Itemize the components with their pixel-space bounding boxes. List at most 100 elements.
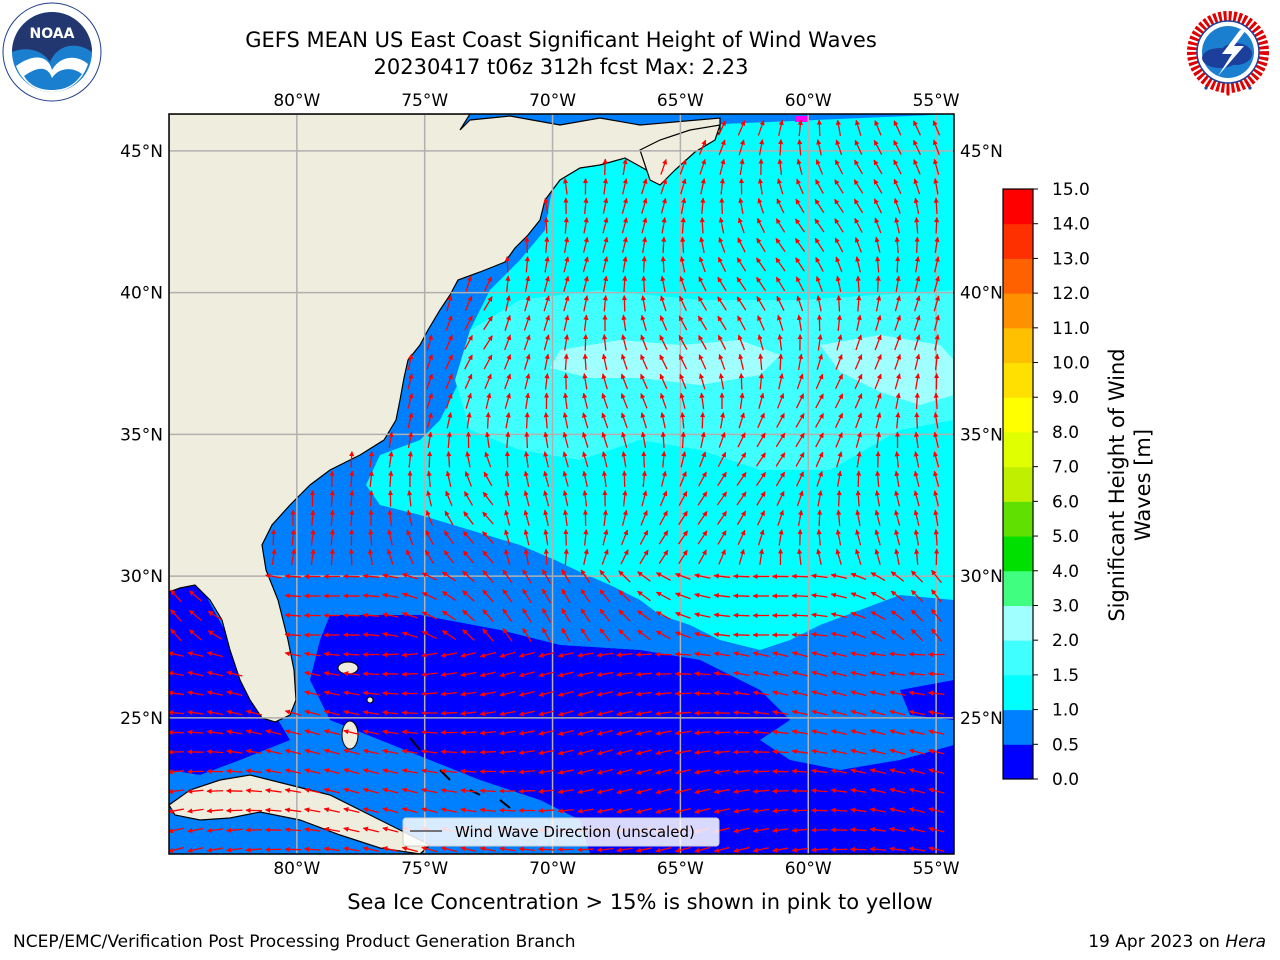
wind-wave-arrow <box>343 787 360 794</box>
wind-wave-arrow <box>736 510 747 526</box>
wind-wave-arrow <box>440 768 458 774</box>
wind-wave-arrow <box>601 412 609 429</box>
wind-wave-arrow <box>889 651 906 657</box>
wind-wave-arrow <box>622 158 628 175</box>
wind-wave-arrow <box>170 589 182 603</box>
wind-wave-arrow <box>543 509 549 526</box>
wind-wave-arrow <box>440 652 457 658</box>
colorbar-tick-label: 13.0 <box>1052 249 1090 269</box>
wind-wave-arrow <box>913 431 920 449</box>
wind-wave-arrow <box>889 729 906 736</box>
wind-wave-arrow <box>713 632 731 638</box>
wind-wave-arrow <box>557 671 574 678</box>
wind-wave-arrow <box>679 392 686 409</box>
nws-logo <box>1180 4 1276 100</box>
wind-wave-arrow <box>834 159 844 175</box>
wind-wave-arrow <box>504 509 511 526</box>
wind-wave-arrow <box>659 510 668 526</box>
wind-wave-arrow <box>674 846 691 853</box>
wind-wave-arrow <box>406 509 413 526</box>
wind-wave-arrow <box>850 690 867 697</box>
wind-wave-arrow <box>699 392 705 410</box>
wind-wave-arrow <box>446 412 453 429</box>
wind-wave-arrow <box>524 295 531 312</box>
wind-wave-arrow <box>169 690 185 696</box>
wind-wave-arrow <box>618 628 631 642</box>
wind-wave-arrow <box>381 652 399 658</box>
wind-wave-arrow <box>640 373 648 390</box>
wind-wave-arrow <box>811 709 828 716</box>
wind-wave-arrow <box>635 768 652 775</box>
wind-wave-arrow <box>169 710 185 716</box>
wind-wave-arrow <box>524 275 531 292</box>
wind-wave-arrow <box>641 236 648 253</box>
wind-wave-arrow <box>756 510 766 526</box>
wind-wave-arrow <box>479 691 496 697</box>
wind-wave-arrow <box>713 690 731 696</box>
wind-wave-arrow <box>814 198 825 214</box>
wind-wave-arrow <box>816 119 822 137</box>
colorbar-title-line2: Waves [m] <box>1131 429 1155 541</box>
wind-wave-arrow <box>908 709 925 716</box>
wind-wave-arrow <box>446 450 452 468</box>
colorbar-tick-label: 7.0 <box>1052 458 1079 478</box>
map-legend: Wind Wave Direction (unscaled) <box>402 817 720 847</box>
wind-wave-arrow <box>637 571 651 582</box>
wind-wave-arrow <box>504 529 511 546</box>
wind-wave-arrow <box>543 197 549 215</box>
wind-wave-arrow <box>562 178 569 195</box>
wind-wave-arrow <box>543 216 549 234</box>
wind-wave-arrow <box>265 768 282 774</box>
wind-wave-arrow <box>502 589 513 603</box>
wind-wave-arrow <box>635 671 653 677</box>
wind-wave-arrow <box>226 670 243 677</box>
wind-wave-arrow <box>674 769 691 775</box>
wind-wave-arrow <box>538 749 555 756</box>
wind-wave-arrow <box>483 471 493 487</box>
wind-wave-arrow <box>756 296 766 311</box>
wind-wave-arrow <box>407 373 414 390</box>
wind-wave-arrow <box>310 509 316 527</box>
colorbar-tick-label: 4.0 <box>1052 562 1079 582</box>
wind-wave-arrow <box>869 690 886 696</box>
wind-wave-arrow <box>677 530 689 545</box>
wind-wave-arrow <box>889 807 906 813</box>
wind-wave-arrow <box>562 470 569 487</box>
wind-wave-arrow <box>367 548 374 565</box>
wind-wave-arrow <box>931 569 942 584</box>
wind-wave-arrow <box>908 748 925 755</box>
wind-wave-arrow <box>583 217 589 234</box>
wind-wave-arrow <box>811 632 828 638</box>
wind-wave-arrow <box>602 256 609 273</box>
wind-wave-arrow <box>738 197 744 214</box>
wind-wave-arrow <box>459 730 477 736</box>
wind-wave-arrow <box>407 490 413 507</box>
wind-wave-arrow <box>443 550 455 564</box>
wind-wave-arrow <box>387 548 394 565</box>
wind-wave-arrow <box>620 393 629 409</box>
wind-wave-arrow <box>697 510 708 525</box>
wind-wave-arrow <box>894 490 901 507</box>
wind-wave-arrow <box>796 373 804 390</box>
wind-wave-arrow <box>655 730 672 736</box>
wind-wave-arrow <box>602 236 609 253</box>
wind-wave-arrow <box>660 158 668 175</box>
wind-wave-arrow <box>561 569 571 584</box>
wind-wave-arrow <box>933 412 939 429</box>
lon-tick-label-top: 55°W <box>913 91 960 111</box>
wind-wave-arrow <box>583 333 589 351</box>
wind-wave-arrow <box>170 609 182 622</box>
wind-wave-arrow <box>733 670 750 677</box>
lat-ticks-right: 45°N 40°N 35°N 30°N 25°N <box>960 142 1003 729</box>
wind-wave-arrow <box>755 257 767 272</box>
wind-wave-arrow <box>562 412 569 429</box>
wind-wave-arrow <box>479 788 497 794</box>
wind-wave-arrow <box>736 276 747 292</box>
wind-wave-arrow <box>758 139 765 156</box>
wind-wave-arrow <box>524 256 530 273</box>
lat-ticks-left: 45°N 40°N 35°N 30°N 25°N <box>120 142 163 729</box>
wind-wave-arrow <box>678 335 688 350</box>
wind-wave-arrow <box>460 671 477 678</box>
wind-wave-arrow <box>913 197 920 214</box>
